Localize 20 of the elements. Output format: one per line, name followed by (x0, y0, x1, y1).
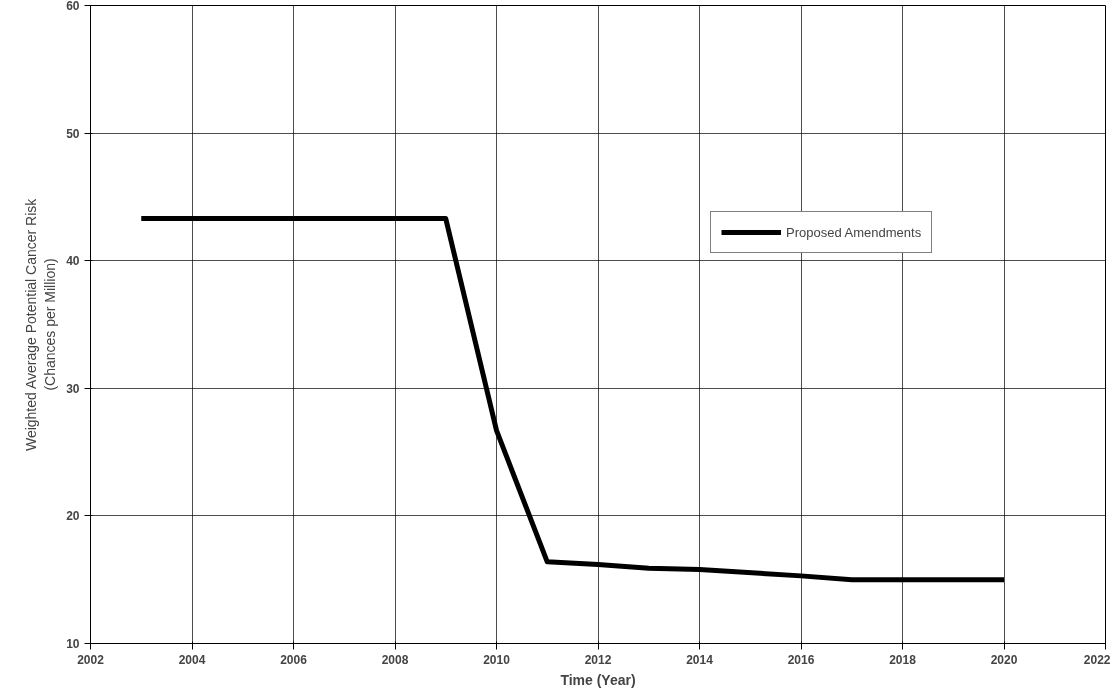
x-tick-label: 2018 (889, 652, 917, 667)
y-tick-label: 20 (66, 509, 80, 524)
y-tick-label: 50 (66, 126, 80, 141)
x-tick-label: 2022 (1083, 652, 1111, 667)
y-tick-label: 60 (66, 0, 80, 13)
legend-label: Proposed Amendments (786, 224, 922, 240)
y-tick-label: 10 (66, 637, 80, 651)
x-tick-label: 2014 (686, 652, 714, 667)
y-axis-title: Weighted Average Potential Cancer Risk (Chances per Million) (22, 197, 59, 452)
x-tick-label: 2010 (483, 652, 511, 667)
x-tick-label: 2016 (787, 652, 815, 667)
x-tick-label: 2008 (381, 652, 409, 667)
x-tick-label: 2020 (990, 652, 1018, 667)
y-tick-label: 30 (66, 381, 80, 396)
x-axis-title: Time (Year) (560, 671, 636, 688)
x-tick-label: 2006 (280, 652, 308, 667)
x-tick-label: 2002 (77, 652, 105, 667)
x-tick-label: 2012 (584, 652, 612, 667)
y-tick-label: 40 (66, 254, 80, 269)
x-tick-label: 2004 (178, 652, 206, 667)
